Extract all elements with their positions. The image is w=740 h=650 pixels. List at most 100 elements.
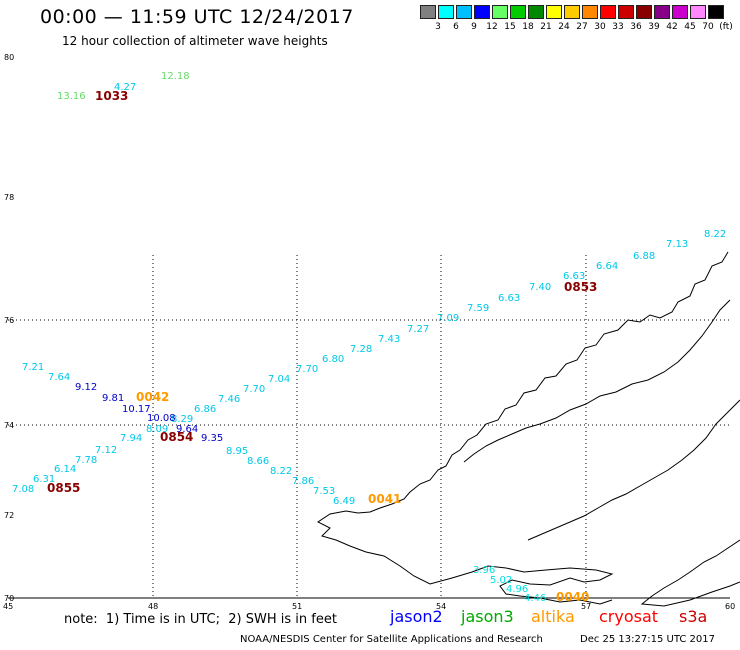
credit-text: NOAA/NESDIS Center for Satellite Applica… (240, 634, 543, 645)
legend-jason2: jason2 (390, 607, 443, 626)
scale-label: 12 (486, 22, 498, 32)
scale-label: (ft) (719, 22, 733, 32)
pass-time-label: 0041 (368, 492, 401, 506)
scale-label: 21 (540, 22, 552, 32)
pass-time-label: 1033 (95, 89, 128, 103)
wave-height-value: 7.43 (378, 334, 400, 345)
scale-label: 39 (648, 22, 660, 32)
legend-s3a: s3a (679, 607, 708, 626)
scale-swatch (618, 5, 634, 19)
wave-height-value: 8.22 (704, 229, 726, 240)
wave-height-value: 8.29 (171, 414, 193, 425)
lat-label: 70 (4, 594, 14, 603)
wave-height-value: 6.88 (633, 251, 655, 262)
scale-label: 18 (522, 22, 534, 32)
lon-label: 51 (292, 602, 302, 611)
coastline (317, 251, 740, 607)
scale-swatch (420, 5, 436, 19)
wave-height-value: 6.14 (54, 464, 76, 475)
pass-time-label: 0042 (136, 390, 169, 404)
wave-height-value: 10.17 (122, 404, 151, 415)
chart-subtitle: 12 hour collection of altimeter wave hei… (62, 34, 328, 48)
wave-height-value: 10.08 (147, 413, 176, 424)
wave-height-value: 9.35 (201, 433, 223, 444)
pass-time-label: 0853 (564, 280, 597, 294)
legend-cryosat: cryosat (599, 607, 659, 626)
wave-height-value: 7.12 (95, 445, 117, 456)
timestamp-text: Dec 25 13:27:15 UTC 2017 (580, 634, 715, 645)
scale-label: 45 (684, 22, 696, 32)
scale-swatch (546, 5, 562, 19)
scale-label: 30 (594, 22, 606, 32)
wave-height-value: 6.63 (498, 293, 520, 304)
scale-swatch (690, 5, 706, 19)
wave-height-value: 5.02 (490, 575, 512, 586)
scale-swatch (492, 5, 508, 19)
scale-swatch (528, 5, 544, 19)
greenland-coast-east (463, 299, 731, 463)
pass-time-label: 0040 (556, 590, 589, 604)
scale-label: 9 (471, 22, 477, 32)
lat-label: 80 (4, 53, 14, 62)
wave-height-value: 7.46 (218, 394, 240, 405)
legend-jason3: jason3 (461, 607, 514, 626)
wave-height-value: 7.28 (350, 344, 372, 355)
legend-altika: altika (531, 607, 575, 626)
greenland-coast-south (640, 539, 740, 607)
scale-label: 3 (435, 22, 441, 32)
wave-height-value: 9.64 (176, 424, 198, 435)
scale-swatch (600, 5, 616, 19)
wave-height-value: 7.04 (268, 374, 290, 385)
wave-height-value: 8.95 (226, 446, 248, 457)
lon-label: 54 (436, 602, 446, 611)
wave-height-value: 4.46 (524, 593, 546, 604)
wave-height-value: 7.13 (666, 239, 688, 250)
scale-label: 6 (453, 22, 459, 32)
pass-time-label: 0855 (47, 481, 80, 495)
wave-height-value: 13.16 (57, 91, 86, 102)
scale-swatch (636, 5, 652, 19)
scale-label: 27 (576, 22, 588, 32)
wave-height-value: 7.70 (296, 364, 318, 375)
wave-height-value: 7.27 (407, 324, 429, 335)
wave-height-value: 9.12 (75, 382, 97, 393)
scale-swatch (654, 5, 670, 19)
pass-time-label: 0854 (160, 430, 193, 444)
lat-label: 74 (4, 421, 14, 430)
scale-label: 24 (558, 22, 570, 32)
lon-label: 45 (3, 602, 13, 611)
wave-height-value: 7.86 (292, 476, 314, 487)
lon-label: 48 (148, 602, 158, 611)
scale-swatch (510, 5, 526, 19)
wave-height-value: 12.18 (161, 71, 190, 82)
greenland-coast-inner (527, 399, 740, 541)
wave-height-value: 7.59 (467, 303, 489, 314)
scale-label: 70 (702, 22, 714, 32)
lat-label: 78 (4, 193, 14, 202)
wave-height-value: 7.64 (48, 372, 70, 383)
scale-label: 42 (666, 22, 678, 32)
lat-label: 72 (4, 511, 14, 520)
chart-title: 00:00 — 11:59 UTC 12/24/2017 (40, 6, 354, 28)
scale-swatch (456, 5, 472, 19)
scale-label: 33 (612, 22, 624, 32)
wave-height-value: 7.09 (437, 313, 459, 324)
observations-layer: 13.164.2712.1810338.227.136.886.646.6308… (12, 71, 726, 604)
wave-height-value: 9.81 (102, 393, 124, 404)
wave-height-value: 7.21 (22, 362, 44, 373)
scale-swatch (438, 5, 454, 19)
wave-height-value: 8.22 (270, 466, 292, 477)
wave-height-value: 4.96 (506, 584, 528, 595)
wave-height-value: 6.49 (333, 496, 355, 507)
lon-label: 57 (581, 602, 591, 611)
wave-height-value: 6.63 (563, 271, 585, 282)
scale-swatch (564, 5, 580, 19)
wave-height-value: 3.96 (473, 565, 495, 576)
wave-height-value: 6.64 (596, 261, 618, 272)
footer-note: note: 1) Time is in UTC; 2) SWH is in fe… (64, 612, 337, 627)
wave-height-value: 7.53 (313, 486, 335, 497)
scale-label: 36 (630, 22, 642, 32)
wave-height-value: 7.08 (12, 484, 34, 495)
wave-height-value: 7.78 (75, 455, 97, 466)
